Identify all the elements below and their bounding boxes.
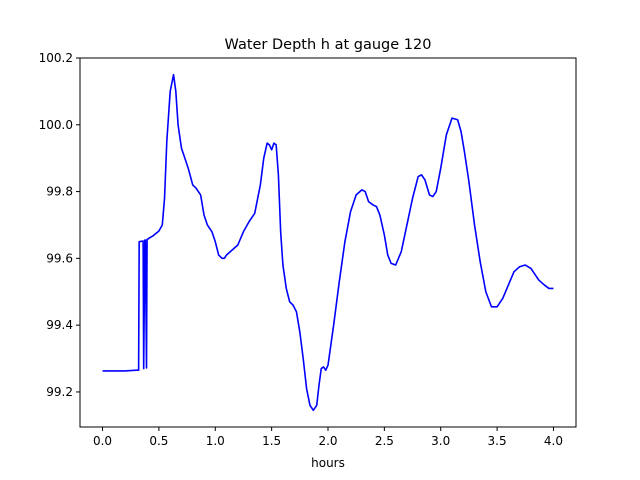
plot-frame: [79, 57, 577, 428]
x-axis-label: hours: [311, 456, 345, 470]
x-axis: 0.0 0.5 1.0 1.5 2.0 2.5 3.0 3.5 4.0: [93, 427, 563, 448]
y-tick-label: 100.2: [39, 51, 73, 65]
y-tick-label: 99.4: [46, 318, 73, 332]
series-line-water-depth: [102, 73, 554, 412]
chart-title: Water Depth h at gauge 120: [225, 37, 432, 53]
x-tick-label: 3.0: [431, 434, 450, 448]
x-tick-label: 4.0: [544, 434, 563, 448]
x-tick-label: 2.5: [375, 434, 394, 448]
y-tick-label: 99.6: [46, 251, 73, 265]
x-tick-label: 1.5: [262, 434, 281, 448]
y-axis: 99.2 99.4 99.6 99.8 100.0 100.2: [39, 51, 80, 399]
x-tick-label: 0.5: [149, 434, 168, 448]
y-tick-label: 99.8: [46, 185, 73, 199]
plot-area: [102, 73, 554, 412]
x-tick-label: 2.0: [318, 434, 337, 448]
x-tick-label: 3.5: [488, 434, 507, 448]
x-tick-label: 0.0: [93, 434, 112, 448]
y-tick-label: 100.0: [39, 118, 73, 132]
x-tick-label: 1.0: [206, 434, 225, 448]
y-tick-label: 99.2: [46, 385, 73, 399]
